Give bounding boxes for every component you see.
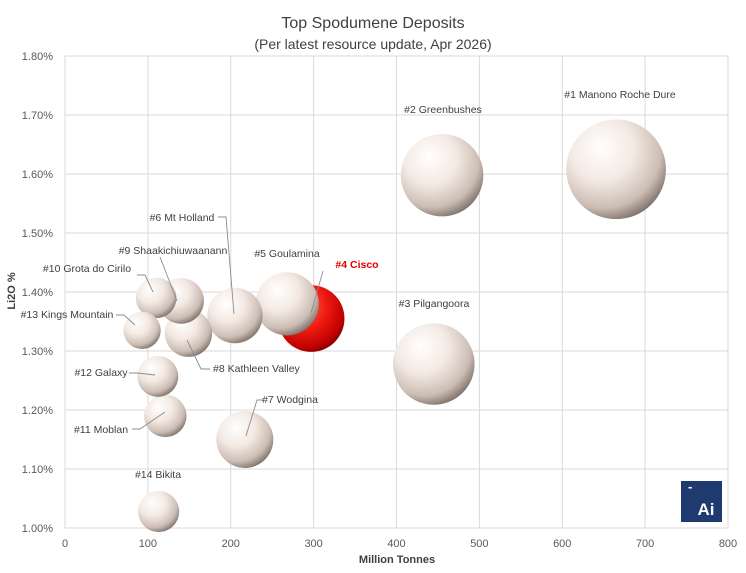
bubble-label: #11 Moblan: [74, 424, 128, 436]
bubble-label: #8 Kathleen Valley: [213, 363, 301, 375]
y-tick-label: 1.30%: [22, 346, 53, 358]
x-tick-label: 200: [222, 538, 240, 550]
bubble-label: #6 Mt Holland: [150, 212, 215, 224]
leader-line: [137, 274, 154, 293]
bubble-label: #14 Bikita: [135, 469, 181, 481]
x-tick-label: 700: [636, 538, 654, 550]
x-tick-label: 800: [719, 538, 737, 550]
x-tick-label: 500: [470, 538, 488, 550]
y-tick-label: 1.50%: [22, 228, 53, 240]
bubble: [207, 287, 263, 344]
bubble-label: #12 Galaxy: [74, 367, 128, 379]
bubble: [123, 311, 161, 349]
bubble: [144, 394, 187, 438]
logo-background: [681, 481, 722, 522]
y-axis-title: Li2O %: [6, 272, 18, 310]
bubble: [138, 490, 180, 533]
x-tick-label: 0: [62, 538, 68, 550]
leader-line: [218, 216, 235, 315]
y-tick-label: 1.10%: [22, 464, 53, 476]
leader-line: [129, 372, 156, 376]
bubble-label: #10 Grota do Cirilo: [43, 263, 131, 275]
y-tick-label: 1.70%: [22, 110, 53, 122]
bubble: [216, 411, 274, 468]
y-tick-label: 1.80%: [22, 51, 53, 63]
y-tick-label: 1.20%: [22, 405, 53, 417]
bubble: [135, 277, 177, 319]
logo-text: Ai: [698, 500, 715, 519]
leader-line: [132, 411, 166, 430]
bubble: [255, 272, 319, 336]
bubble-label: #9 Shaakichiuwaanann: [119, 245, 228, 257]
bubble: [566, 119, 666, 220]
bubble-label: #3 Pilgangoora: [399, 298, 470, 310]
logo-accent: -: [688, 479, 692, 494]
x-tick-label: 400: [387, 538, 405, 550]
axis-ticks: 0 100 200 300 400 500 600 700 800 1.00% 1.10% 1.20%…: [22, 51, 737, 550]
bubbles: [123, 119, 666, 533]
bubble: [393, 323, 475, 405]
bubble: [400, 133, 484, 217]
leader-line: [159, 256, 178, 302]
x-tick-label: 600: [553, 538, 571, 550]
bubble-label: #13 Kings Mountain: [21, 309, 114, 321]
x-tick-label: 100: [139, 538, 157, 550]
x-tick-label: 300: [304, 538, 322, 550]
y-tick-label: 1.60%: [22, 169, 53, 181]
bubble-labels: #1 Manono Roche Dure #2 Greenbushes #3 Pil…: [21, 89, 676, 481]
bubble-label: #4 Cisco: [335, 259, 378, 271]
bubble-label: #7 Wodgina: [262, 394, 318, 406]
chart-subtitle: (Per latest resource update, Apr 2026): [254, 36, 491, 52]
y-tick-label: 1.40%: [22, 287, 53, 299]
bubble: [137, 355, 179, 397]
chart-title: Top Spodumene Deposits: [281, 15, 464, 32]
leader-line: [116, 314, 136, 326]
brand-logo: - Ai: [681, 479, 722, 522]
bubble-label: #5 Goulamina: [254, 248, 320, 260]
leader-lines: [116, 216, 324, 437]
y-tick-label: 1.00%: [22, 523, 53, 535]
bubble-label: #2 Greenbushes: [404, 104, 482, 116]
bubble-label: #1 Manono Roche Dure: [564, 89, 676, 101]
x-axis-title: Million Tonnes: [359, 554, 435, 566]
leader-line: [245, 399, 263, 437]
leader-line: [310, 270, 324, 314]
leader-line: [186, 339, 210, 370]
